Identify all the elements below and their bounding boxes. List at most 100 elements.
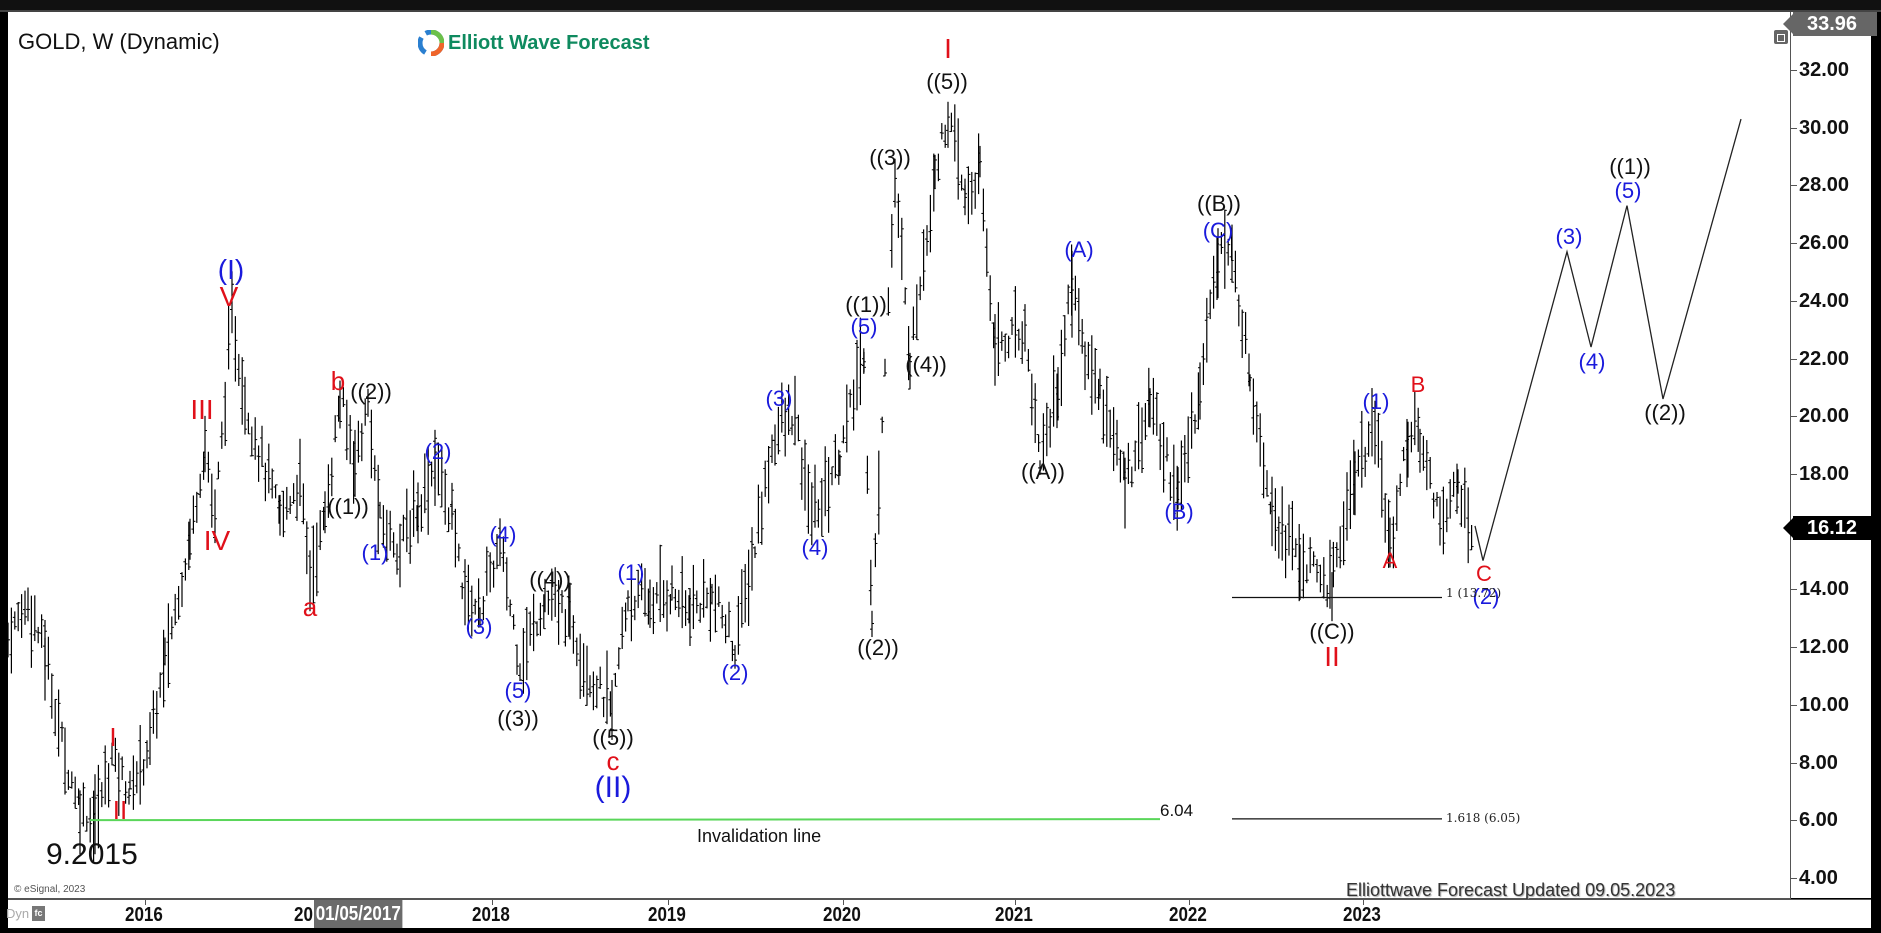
price-tick-mark (1791, 820, 1797, 822)
price-tick-mark (1791, 243, 1797, 245)
wave-label: ((1)) (845, 292, 887, 317)
wave-label: (4) (801, 535, 829, 560)
price-tick-mark (1791, 762, 1797, 764)
price-tick-label: 8.00 (1799, 751, 1838, 774)
time-tick-mark (1363, 900, 1364, 905)
wave-label: ((4)) (905, 352, 947, 377)
wave-label: a (302, 592, 318, 622)
price-tick-label: 22.00 (1799, 347, 1850, 370)
time-tick-mark (492, 900, 493, 905)
wave-label: (4) (489, 522, 517, 547)
wave-label: (II) (594, 771, 632, 804)
time-tick-label: 2023 (1343, 904, 1381, 926)
time-axis[interactable]: Dyn fc 2016 2018 2019 2020 2021 2022 2023 20 01/… (6, 899, 1871, 928)
wave-label: ((5)) (926, 69, 968, 94)
wave-label: (B) (1164, 499, 1194, 524)
price-axis[interactable]: 32.00 30.00 28.00 26.00 24.00 22.00 20.00 18.00… (1783, 12, 1877, 898)
price-tick-mark (1791, 358, 1797, 360)
time-tick-mark (843, 900, 844, 905)
wave-label: (2) (721, 660, 749, 685)
price-tick-label: 12.00 (1799, 636, 1850, 659)
wave-label: III (190, 394, 214, 425)
fc-lock-icon[interactable]: fc (32, 906, 45, 921)
price-tick-mark (1791, 704, 1797, 706)
invalidation-line-label: Invalidation line (697, 826, 822, 846)
wave-label: b (330, 366, 346, 396)
wave-label: (C) (1202, 218, 1234, 243)
fib-1618-label: 1.618 (6.05) (1446, 810, 1521, 825)
time-tick-mark (668, 900, 669, 905)
wave-label: ((2)) (350, 379, 392, 404)
invalidation-value-label: 6.04 (1160, 801, 1194, 820)
wave-label: ((C)) (1309, 619, 1355, 644)
wave-label: (4) (1578, 349, 1606, 374)
price-plot-area[interactable]: GOLD, W (Dynamic) Elliott Wave Forecast … (8, 12, 1791, 900)
price-tick-label: 6.00 (1799, 809, 1838, 832)
price-tick-label: 30.00 (1799, 116, 1850, 139)
wave-label: ((4)) (529, 567, 571, 592)
copyright-text: © eSignal, 2023 (14, 884, 86, 895)
price-tick-mark (1791, 877, 1797, 879)
price-tick-mark (1791, 70, 1797, 71)
price-tick-label: 20.00 (1799, 405, 1850, 428)
wave-label: (5) (1614, 178, 1642, 203)
dynamic-mode-label[interactable]: Dyn (6, 906, 30, 921)
price-chart-svg (8, 101, 1742, 863)
high-price-tag: 33.96 (1783, 12, 1877, 36)
time-tick-label: 2019 (648, 904, 686, 926)
time-tick-label: 2018 (472, 904, 510, 926)
brand-logo-icon (418, 30, 444, 56)
time-tick-label: 2020 (823, 904, 861, 926)
last-price-tag: 16.12 (1783, 516, 1877, 541)
wave-label: (A) (1064, 237, 1094, 262)
wave-label: ((5)) (592, 725, 634, 750)
symbol-title: GOLD, W (Dynamic) (18, 29, 220, 54)
wave-label: ((B)) (1197, 191, 1241, 216)
wave-label: II (112, 795, 128, 825)
wave-label: I (944, 33, 952, 64)
time-tick-label: 2021 (995, 904, 1033, 926)
price-tick-mark (1791, 416, 1797, 418)
price-tick-label: 32.00 (1799, 59, 1850, 81)
brand-logo: Elliott Wave Forecast (418, 30, 650, 56)
price-tick-label: 4.00 (1799, 866, 1838, 889)
wave-label: ((1)) (1609, 154, 1651, 179)
time-tick-mark (1189, 900, 1190, 905)
brand-name: Elliott Wave Forecast (448, 31, 650, 54)
wave-label: ((A)) (1021, 459, 1065, 484)
wave-label: ((3)) (869, 145, 911, 170)
time-tick-mark (145, 900, 146, 905)
wave-label: ((2)) (857, 635, 899, 660)
wave-label: A (1382, 548, 1398, 573)
wave-label: (1) (617, 560, 645, 585)
wave-label: (1) (361, 540, 389, 565)
time-tick-mark (1015, 900, 1016, 905)
window-top-bar (0, 0, 1881, 12)
wave-label: IV (203, 525, 231, 556)
wave-label: (2) (1472, 584, 1500, 609)
price-tick-label: 10.00 (1799, 693, 1850, 716)
wave-label: ((2)) (1644, 400, 1686, 425)
wave-label: ((3)) (497, 706, 539, 731)
time-tick-label-partial: 20 (294, 904, 313, 926)
price-tick-mark (1791, 127, 1797, 129)
wave-label: ((1)) (327, 494, 369, 519)
wave-label: (2) (424, 439, 452, 464)
start-date-label: 9.2015 (46, 838, 138, 871)
price-tick-mark (1791, 185, 1797, 187)
wave-label: (3) (1555, 224, 1583, 249)
wave-label: (I) (217, 254, 245, 285)
wave-label: (3) (465, 614, 493, 639)
wave-label: (5) (850, 314, 878, 339)
price-tick-mark (1791, 647, 1797, 649)
wave-label: (3) (765, 386, 793, 411)
price-tick-label: 24.00 (1799, 289, 1850, 312)
price-tick-mark (1791, 589, 1797, 591)
updated-label: Elliottwave Forecast Updated 09.05.2023 (1346, 880, 1676, 900)
wave-label: c (606, 746, 620, 776)
price-tick-mark (1791, 473, 1797, 475)
wave-label: (1) (1362, 389, 1390, 414)
fib-100-label: 1 (13.72) (1446, 585, 1502, 600)
crosshair-date-label: 01/05/2017 (314, 900, 403, 928)
